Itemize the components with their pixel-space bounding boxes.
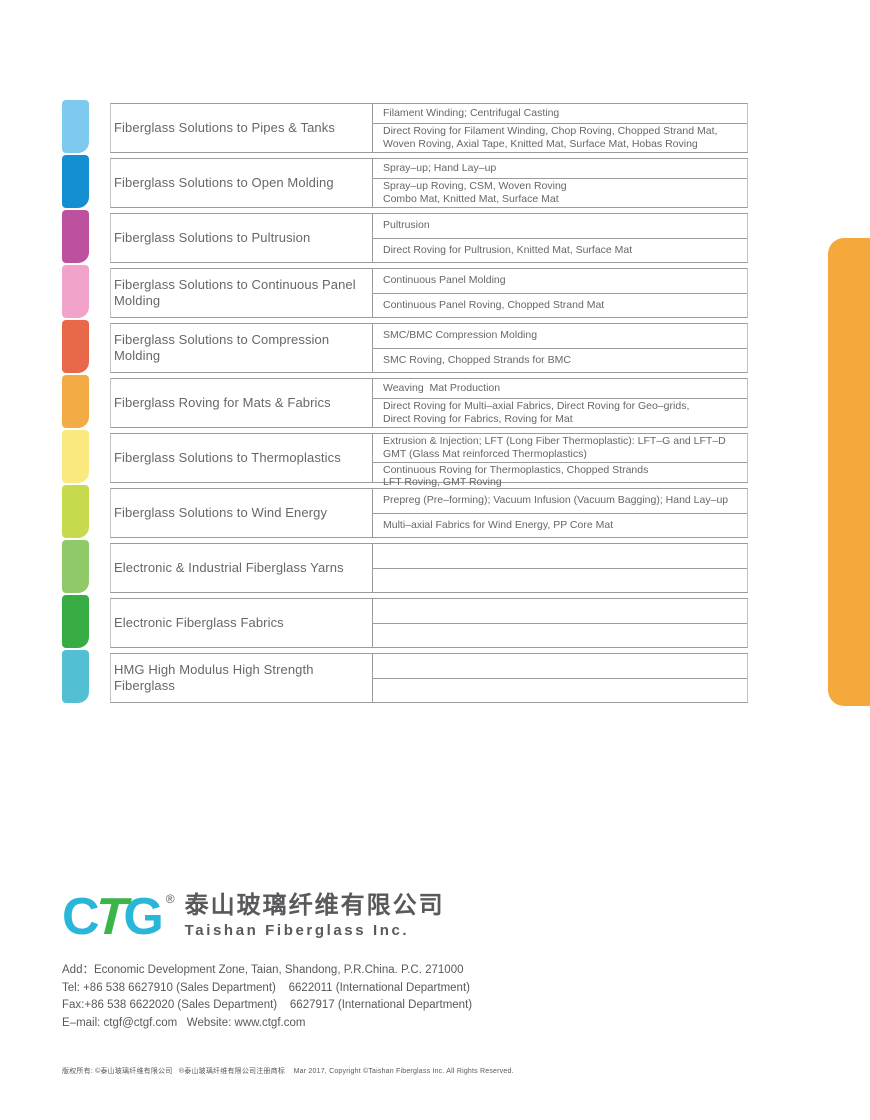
products-cell: Direct Roving for Multi–axial Fabrics, D…	[383, 400, 690, 426]
row-color-tab	[62, 265, 89, 318]
row-color-tab	[62, 320, 89, 373]
solutions-table: Fiberglass Solutions to Pipes & Tanks Fi…	[62, 100, 748, 708]
process-cell	[373, 544, 747, 569]
products-cell: Direct Roving for Pultrusion, Knitted Ma…	[383, 243, 633, 256]
row-detail-column: Pultrusion Direct Roving for Pultrusion,…	[372, 214, 747, 262]
company-logo: C T G ® 泰山玻璃纤维有限公司 Taishan Fiberglass In…	[62, 888, 445, 946]
category-label: Fiberglass Solutions to Continuous Panel…	[114, 276, 356, 308]
row-block: Electronic & Industrial Fiberglass Yarns	[110, 543, 748, 593]
logo-letter-c: C	[62, 888, 100, 946]
row-detail-column: Weaving Mat Production Direct Roving for…	[372, 379, 747, 427]
table-row: Fiberglass Solutions to Open Molding Spr…	[62, 155, 748, 208]
products-cell	[373, 569, 747, 593]
row-detail-column: Filament Winding; Centrifugal Casting Di…	[372, 104, 747, 152]
products-cell: Direct Roving for Filament Winding, Chop…	[383, 125, 718, 151]
fax-line: Fax:+86 538 6622020 (Sales Department) 6…	[62, 999, 473, 1011]
category-label: Fiberglass Solutions to Open Molding	[114, 174, 334, 190]
row-detail-column: Prepreg (Pre–forming); Vacuum Infusion (…	[372, 489, 747, 537]
row-detail-column: Continuous Panel Molding Continuous Pane…	[372, 269, 747, 317]
category-label: Fiberglass Solutions to Pultrusion	[114, 229, 311, 245]
products-cell: SMC Roving, Chopped Strands for BMC	[383, 353, 571, 366]
process-cell	[373, 599, 747, 624]
row-color-tab	[62, 540, 89, 593]
company-names: 泰山玻璃纤维有限公司 Taishan Fiberglass Inc.	[185, 891, 445, 941]
row-color-tab	[62, 650, 89, 703]
row-block: Fiberglass Solutions to Pipes & Tanks Fi…	[110, 103, 748, 153]
process-cell: Prepreg (Pre–forming); Vacuum Infusion (…	[373, 489, 747, 514]
category-label: Fiberglass Solutions to Pipes & Tanks	[114, 119, 335, 135]
category-label: Fiberglass Roving for Mats & Fabrics	[114, 394, 331, 410]
products-cell	[373, 679, 747, 703]
row-detail-column	[372, 544, 747, 592]
logo-letter-g: G	[123, 888, 164, 946]
email-website-line: E–mail: ctgf@ctgf.com Website: www.ctgf.…	[62, 1016, 306, 1029]
table-row: Fiberglass Solutions to Pultrusion Pultr…	[62, 210, 748, 263]
category-label: Fiberglass Solutions to Thermoplastics	[114, 449, 341, 465]
table-row: Electronic Fiberglass Fabrics	[62, 595, 748, 648]
table-row: Fiberglass Solutions to Thermoplastics E…	[62, 430, 748, 488]
table-row: Fiberglass Solutions to Pipes & Tanks Fi…	[62, 100, 748, 153]
process-cell: Pultrusion	[373, 214, 747, 239]
row-color-tab	[62, 100, 89, 153]
table-row: Fiberglass Solutions to Continuous Panel…	[62, 265, 748, 318]
company-name-chinese: 泰山玻璃纤维有限公司	[184, 892, 445, 919]
products-cell: Spray–up Roving, CSM, Woven Roving Combo…	[383, 180, 567, 206]
process-cell: Spray–up; Hand Lay–up	[373, 159, 747, 180]
company-name-english: Taishan Fiberglass Inc.	[184, 922, 410, 939]
row-block: Fiberglass Solutions to Open Molding Spr…	[110, 158, 748, 208]
category-label: HMG High Modulus High Strength Fiberglas…	[114, 661, 314, 693]
row-color-tab	[62, 485, 89, 538]
tel-line: Tel: +86 538 6627910 (Sales Department) …	[62, 981, 470, 994]
row-detail-column: Spray–up; Hand Lay–up Spray–up Roving, C…	[372, 159, 747, 207]
table-row: Fiberglass Solutions to Wind Energy Prep…	[62, 485, 748, 538]
table-row: HMG High Modulus High Strength Fiberglas…	[62, 650, 748, 703]
process-cell: SMC/BMC Compression Molding	[373, 324, 747, 349]
products-cell: Continuous Roving for Thermoplastics, Ch…	[383, 463, 649, 489]
category-label: Fiberglass Solutions to Wind Energy	[114, 504, 328, 520]
row-color-tab	[62, 210, 89, 263]
row-detail-column	[372, 599, 747, 647]
row-detail-column: SMC/BMC Compression Molding SMC Roving, …	[372, 324, 747, 372]
registered-trademark-symbol: ®	[165, 892, 175, 906]
process-cell: Weaving Mat Production	[373, 379, 747, 400]
process-cell: Continuous Panel Molding	[373, 269, 747, 294]
products-cell	[373, 624, 747, 648]
table-row: Fiberglass Solutions to Compression Mold…	[62, 320, 748, 373]
products-cell: Continuous Panel Roving, Chopped Strand …	[383, 298, 605, 311]
table-row: Fiberglass Roving for Mats & Fabrics Wea…	[62, 375, 748, 428]
row-color-tab	[62, 375, 89, 428]
row-color-tab	[62, 595, 89, 648]
ctg-logo-text: C T G	[62, 888, 164, 946]
products-cell: Multi–axial Fabrics for Wind Energy, PP …	[383, 518, 614, 531]
process-cell: Extrusion & Injection; LFT (Long Fiber T…	[373, 434, 747, 463]
row-block: Fiberglass Solutions to Compression Mold…	[110, 323, 748, 373]
address-line: Add：Economic Development Zone, Taian, Sh…	[62, 964, 464, 976]
process-cell: Filament Winding; Centrifugal Casting	[373, 104, 747, 125]
contact-info: Add：Economic Development Zone, Taian, Sh…	[62, 962, 472, 1032]
row-color-tab	[62, 430, 89, 483]
copyright-line: 版权所有: ©泰山玻璃纤维有限公司 ®泰山玻璃纤维有限公司注册商标 Mar 20…	[62, 1068, 514, 1075]
row-color-tab	[62, 155, 89, 208]
row-detail-column	[372, 654, 747, 702]
table-row: Electronic & Industrial Fiberglass Yarns	[62, 540, 748, 593]
row-block: HMG High Modulus High Strength Fiberglas…	[110, 653, 748, 703]
row-block: Fiberglass Solutions to Pultrusion Pultr…	[110, 213, 748, 263]
orange-side-tab	[828, 238, 870, 706]
category-label: Electronic & Industrial Fiberglass Yarns	[114, 559, 344, 575]
row-block: Electronic Fiberglass Fabrics	[110, 598, 748, 648]
category-label: Fiberglass Solutions to Compression Mold…	[114, 331, 330, 363]
row-block: Fiberglass Roving for Mats & Fabrics Wea…	[110, 378, 748, 428]
row-block: Fiberglass Solutions to Wind Energy Prep…	[110, 488, 748, 538]
process-cell	[373, 654, 747, 679]
row-detail-column: Extrusion & Injection; LFT (Long Fiber T…	[372, 434, 747, 488]
row-block: Fiberglass Solutions to Continuous Panel…	[110, 268, 748, 318]
row-block: Fiberglass Solutions to Thermoplastics E…	[110, 433, 748, 488]
category-label: Electronic Fiberglass Fabrics	[114, 614, 284, 630]
